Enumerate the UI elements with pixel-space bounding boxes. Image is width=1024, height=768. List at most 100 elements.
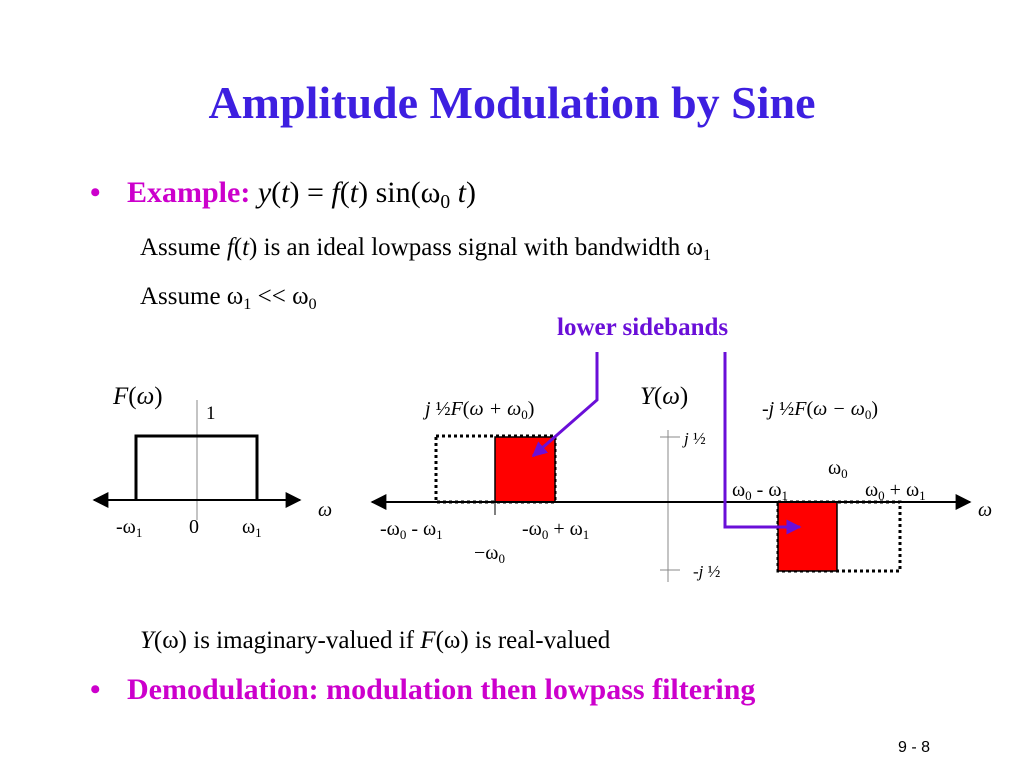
text-run: ω (318, 499, 333, 521)
text-line: Assume f(t) is an ideal lowpass signal w… (140, 234, 711, 263)
text-run: ) is an ideal lowpass signal with bandwi… (249, 234, 703, 261)
text-run: t (457, 176, 466, 209)
bullet-line: Example: y(t) = f(t) sin(ω0 t) (127, 176, 476, 213)
text-run: + ω (884, 479, 920, 501)
text-run: ( (233, 234, 243, 261)
plot-label: 1 (206, 404, 216, 423)
text-run: F (113, 383, 129, 410)
text-run: (ω) is real-valued (435, 627, 611, 654)
text-run: ½ (774, 398, 795, 420)
text-run: F (450, 398, 463, 420)
plot-label: ω0 (828, 457, 848, 481)
text-run: F (420, 627, 436, 654)
text-run: 0 (440, 191, 451, 213)
text-run: ) (154, 383, 163, 410)
lower-sideband-right (777, 501, 838, 572)
bullet-label: Demodulation: modulation then lowpass fi… (127, 673, 756, 706)
text-line: Assume ω1 << ω0 (140, 284, 317, 312)
text-run: ( (653, 383, 663, 410)
text-run: 1 (436, 526, 443, 542)
text-run: Assume (140, 234, 227, 261)
plot-label: -j ½F(ω − ω0) (762, 398, 878, 422)
text-run: f (331, 176, 340, 209)
text-run: 0 (541, 526, 549, 542)
text-run: 0 (498, 550, 505, 566)
text-run: ω (136, 383, 155, 410)
plot-label: j ½ (684, 430, 706, 447)
text-run: ω + ω (469, 398, 522, 420)
plot-label: ω (318, 500, 332, 520)
text-run: j (698, 562, 704, 581)
text-run: ( (128, 383, 137, 410)
text-run: 0 (399, 526, 407, 542)
text-run: t (242, 234, 250, 261)
text-run: ) (527, 398, 535, 420)
text-run: (ω) is imaginary-valued if (153, 627, 421, 654)
text-run: ω (865, 479, 879, 501)
text-run: 0 (864, 406, 872, 422)
text-run: F (794, 398, 807, 420)
text-run: ½ (688, 429, 706, 448)
text-line: Y(ω) is imaginary-valued if F(ω) is real… (140, 628, 610, 653)
text-run: + ω (548, 518, 583, 540)
text-run: 1 (206, 403, 216, 424)
text-run: ( (806, 398, 814, 420)
text-run: -ω (522, 518, 542, 540)
plot-label: j ½F(ω + ω0) (425, 398, 535, 421)
plot-label: ω0 + ω1 (865, 479, 926, 503)
text-run: 1 (243, 294, 252, 313)
text-run: 1 (919, 487, 926, 503)
plot-label: Y(ω) (640, 384, 688, 409)
plot-label: -ω0 + ω1 (522, 518, 590, 542)
text-run: - (693, 562, 699, 581)
text-run: ω (978, 499, 993, 521)
plot-label: 0 (189, 517, 199, 537)
bullet: • (90, 673, 101, 706)
text-run: 1 (135, 524, 143, 540)
text-run: 1 (582, 526, 590, 542)
text-run: 0 (189, 516, 199, 538)
text-run: Y (640, 383, 654, 410)
text-run: ( (339, 176, 350, 209)
plot-label: ω1 (242, 516, 262, 540)
text-run: ) sin(ω (358, 176, 441, 209)
text-run: ( (271, 176, 282, 209)
text-run (450, 176, 458, 209)
text-run: j (768, 398, 775, 420)
annotation-arrow-right (723, 352, 802, 535)
plot-label: ω (978, 500, 992, 520)
lowpass-spectrum (134, 434, 259, 500)
text-run: 1 (702, 245, 712, 264)
page-number: 9 - 8 (898, 739, 931, 756)
text-run: ω (828, 457, 842, 479)
plot-label: -j ½ (693, 563, 720, 580)
text-run: - ω (406, 518, 437, 540)
plot-label: F(ω) (113, 384, 163, 409)
text-run: ω (242, 516, 256, 538)
text-run: ) (465, 176, 476, 209)
text-run: 1 (255, 524, 262, 540)
text-run: ) = (289, 176, 332, 209)
annotation-arrow-left (531, 352, 599, 458)
text-run: ) (679, 383, 689, 410)
plot-label: -ω1 (116, 516, 143, 540)
text-run: ( (462, 398, 470, 420)
text-run: Y (140, 627, 154, 654)
text-run: 0 (841, 465, 848, 481)
text-run: 1 (781, 487, 789, 503)
text-run: 0 (878, 487, 885, 503)
text-run: ½ (430, 398, 451, 420)
text-run: t (349, 176, 359, 209)
text-run: t (281, 176, 290, 209)
text-run: j (684, 429, 689, 448)
text-run: ½ (703, 562, 721, 581)
text-run: j (425, 398, 431, 420)
plot-label: ω0 - ω1 (732, 480, 789, 503)
text-run: 0 (308, 294, 317, 313)
slide-title: Amplitude Modulation by Sine (208, 77, 816, 128)
text-run: -ω (380, 518, 400, 540)
text-run: ω (662, 383, 680, 410)
text-run: -ω (116, 516, 136, 538)
text-run: 0 (745, 487, 752, 503)
